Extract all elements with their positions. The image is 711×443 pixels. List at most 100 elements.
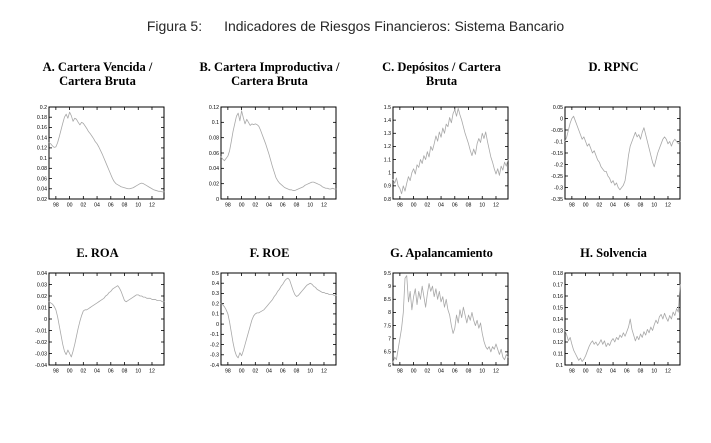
panel-b-title-line1: B. Cartera Improductiva / (199, 60, 340, 74)
svg-text:06: 06 (279, 203, 285, 209)
svg-text:98: 98 (224, 369, 230, 375)
svg-text:8.5: 8.5 (383, 297, 390, 303)
panel-e-title: E. ROA (16, 246, 180, 260)
svg-text:02: 02 (424, 369, 430, 375)
svg-text:02: 02 (596, 203, 602, 209)
svg-text:10: 10 (135, 369, 141, 375)
svg-text:1.3: 1.3 (383, 131, 390, 137)
svg-text:12: 12 (149, 369, 155, 375)
svg-text:-0.04: -0.04 (35, 363, 47, 369)
svg-text:06: 06 (451, 369, 457, 375)
svg-text:0.16: 0.16 (36, 125, 46, 131)
svg-text:00: 00 (66, 369, 72, 375)
svg-text:7: 7 (388, 337, 391, 343)
svg-text:12: 12 (665, 203, 671, 209)
panel-c-title-line2: Bruta (425, 74, 458, 88)
panel-d-chart: 0.05 0 -0.05 -0.1 -0.15 -0.2 -0.25 -0.3 -0.35 98 0… (544, 102, 684, 216)
svg-text:02: 02 (80, 203, 86, 209)
svg-text:10: 10 (651, 369, 657, 375)
panel-b-title-line2: Cartera Bruta (231, 74, 308, 88)
svg-text:0.02: 0.02 (36, 294, 46, 300)
svg-text:0.5: 0.5 (211, 271, 218, 277)
svg-text:0.08: 0.08 (36, 166, 46, 172)
panel-grid: A. Cartera Vencida / Cartera Bruta 0.2 0.… (0, 60, 711, 382)
panel-f: F. ROE 0.5 0.4 0.3 0.2 0.1 0 -0.1 -0.2 -0.3 -0.4 9… (188, 246, 352, 382)
svg-text:-0.25: -0.25 (551, 174, 563, 180)
svg-text:1: 1 (388, 171, 391, 177)
svg-text:0.16: 0.16 (552, 294, 562, 300)
panel-c-title: C. Depósitos / Cartera Bruta (360, 60, 524, 90)
svg-text:98: 98 (52, 203, 58, 209)
panel-a: A. Cartera Vencida / Cartera Bruta 0.2 0.… (16, 60, 180, 216)
svg-text:8: 8 (388, 310, 391, 316)
panel-b: B. Cartera Improductiva / Cartera Bruta … (188, 60, 352, 216)
svg-text:0.17: 0.17 (552, 282, 562, 288)
svg-text:-0.01: -0.01 (35, 328, 47, 334)
svg-text:02: 02 (596, 369, 602, 375)
svg-text:0.1: 0.1 (555, 363, 562, 369)
svg-text:0.13: 0.13 (552, 328, 562, 334)
panel-f-chart: 0.5 0.4 0.3 0.2 0.1 0 -0.1 -0.2 -0.3 -0.4 98 00 02 04… (200, 268, 340, 382)
svg-text:0.11: 0.11 (553, 351, 563, 357)
svg-text:04: 04 (438, 369, 444, 375)
svg-text:0.14: 0.14 (36, 135, 46, 141)
svg-text:06: 06 (623, 369, 629, 375)
svg-text:04: 04 (610, 203, 616, 209)
panel-g-title-line1: G. Apalancamiento (390, 246, 493, 260)
svg-text:0.05: 0.05 (552, 105, 562, 111)
svg-text:06: 06 (451, 203, 457, 209)
svg-text:0.04: 0.04 (36, 187, 46, 193)
svg-text:9.5: 9.5 (383, 271, 390, 277)
svg-text:08: 08 (293, 369, 299, 375)
svg-text:0: 0 (560, 116, 563, 122)
svg-text:1.1: 1.1 (383, 157, 390, 163)
svg-text:12: 12 (321, 369, 327, 375)
svg-text:98: 98 (224, 203, 230, 209)
svg-text:0.03: 0.03 (36, 282, 46, 288)
svg-text:10: 10 (307, 369, 313, 375)
svg-text:0.2: 0.2 (211, 301, 218, 307)
svg-text:98: 98 (396, 203, 402, 209)
panel-e-chart: 0.04 0.03 0.02 0.01 0 -0.01 -0.02 -0.03 -0.04 98 0… (28, 268, 168, 382)
svg-text:9: 9 (388, 284, 391, 290)
svg-text:0.9: 0.9 (383, 184, 390, 190)
panel-e-title-line1: E. ROA (76, 246, 119, 260)
svg-text:00: 00 (410, 369, 416, 375)
svg-text:02: 02 (252, 203, 258, 209)
svg-text:0.3: 0.3 (211, 291, 218, 297)
svg-text:06: 06 (279, 369, 285, 375)
svg-text:00: 00 (238, 369, 244, 375)
svg-text:08: 08 (637, 369, 643, 375)
svg-text:08: 08 (121, 369, 127, 375)
svg-text:00: 00 (66, 203, 72, 209)
svg-text:00: 00 (238, 203, 244, 209)
svg-text:00: 00 (582, 203, 588, 209)
svg-text:06: 06 (107, 203, 113, 209)
svg-text:-0.35: -0.35 (551, 197, 563, 203)
svg-text:04: 04 (266, 203, 272, 209)
svg-text:08: 08 (121, 203, 127, 209)
svg-text:0.12: 0.12 (208, 105, 218, 111)
svg-text:98: 98 (568, 203, 574, 209)
svg-text:0.1: 0.1 (211, 312, 218, 318)
svg-text:04: 04 (610, 369, 616, 375)
svg-text:08: 08 (637, 203, 643, 209)
svg-text:-0.02: -0.02 (35, 340, 47, 346)
svg-text:98: 98 (568, 369, 574, 375)
svg-text:-0.1: -0.1 (554, 139, 563, 145)
svg-text:10: 10 (651, 203, 657, 209)
svg-text:06: 06 (623, 203, 629, 209)
figure-title: Indicadores de Riesgos Financieros: Sist… (224, 18, 565, 34)
panel-g-chart: 9.5 9 8.5 8 7.5 7 6.5 6 98 00 02 04 06 08 10 12 (372, 268, 512, 382)
panel-a-title-line1: A. Cartera Vencida / (42, 60, 153, 74)
svg-text:12: 12 (493, 369, 499, 375)
svg-text:04: 04 (94, 369, 100, 375)
svg-text:-0.2: -0.2 (554, 162, 563, 168)
panel-h-title: H. Solvencia (532, 246, 696, 260)
figure-label: Figura 5: (146, 18, 203, 34)
panel-h-title-line1: H. Solvencia (580, 246, 647, 260)
svg-text:12: 12 (321, 203, 327, 209)
svg-text:0.06: 0.06 (208, 151, 218, 157)
svg-text:98: 98 (396, 369, 402, 375)
